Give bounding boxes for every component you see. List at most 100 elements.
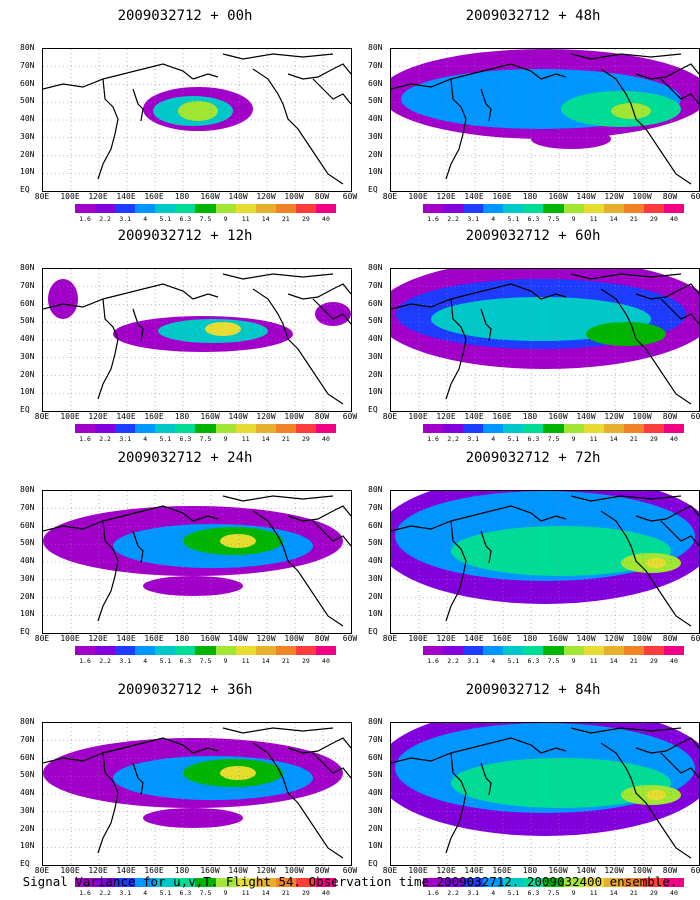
lon-label: 120W [256, 634, 276, 643]
colorbar-swatch [315, 424, 337, 433]
lat-label: 30N [368, 351, 383, 361]
colorbar-label: 5.1 [159, 889, 172, 897]
lon-label: 100E [60, 866, 80, 875]
colorbar-swatch [175, 424, 196, 433]
lat-label: 20N [368, 149, 383, 159]
colorbar-label: 21 [629, 435, 638, 443]
lat-label: 70N [20, 734, 35, 744]
colorbar-label: 5.1 [507, 215, 520, 223]
lon-label: 180 [174, 412, 190, 421]
colorbar-label: 2.2 [447, 215, 459, 223]
colorbar-label: 9 [571, 435, 576, 443]
colorbar-swatch [135, 204, 156, 213]
colorbar-label: 21 [629, 657, 638, 665]
colorbar-label: 2.2 [447, 889, 459, 897]
lon-label: 60W [342, 866, 358, 875]
colorbar-swatch [235, 646, 256, 655]
colorbar-swatch [295, 646, 316, 655]
lon-label: 80E [34, 634, 50, 643]
lat-label: 20N [20, 591, 35, 601]
colorbar-swatch [295, 424, 316, 433]
lon-label: 120W [256, 412, 276, 421]
colorbar-swatch [643, 878, 664, 887]
lat-label: 10N [368, 841, 383, 851]
lat-label: 70N [20, 60, 35, 70]
lon-label: 100E [408, 412, 428, 421]
lat-label: EQ [20, 405, 30, 414]
colorbar-label: 11 [589, 435, 598, 443]
variance-map [390, 722, 700, 866]
colorbar-label: 1.6 [79, 215, 91, 223]
colorbar-label: 9 [223, 215, 228, 223]
colorbar-label: 29 [301, 435, 310, 443]
colorbar [75, 646, 337, 655]
colorbar-swatch [195, 424, 216, 433]
variance-map [390, 48, 700, 192]
lat-label: EQ [368, 859, 378, 868]
colorbar-swatch [583, 646, 604, 655]
lon-label: 80W [314, 634, 330, 643]
colorbar-label: 3.1 [119, 215, 132, 223]
colorbar-label: 4 [491, 215, 496, 223]
lon-label: 160W [200, 192, 220, 201]
colorbar-label: 4 [491, 435, 496, 443]
lon-label: 160W [548, 634, 568, 643]
lat-label: 80N [368, 263, 383, 272]
colorbar-swatch [295, 204, 316, 213]
colorbar-label: 3.1 [119, 889, 132, 897]
colorbar-swatch [295, 878, 316, 887]
colorbar-label: 2.2 [447, 435, 459, 443]
lat-label: 20N [20, 369, 35, 379]
colorbar-label: 3.1 [467, 215, 480, 223]
lon-label: 120E [88, 866, 108, 875]
colorbar-label: 14 [609, 435, 618, 443]
lat-label: 30N [368, 131, 383, 141]
colorbar-label: 29 [649, 215, 658, 223]
lat-label: EQ [20, 859, 30, 868]
lon-label: 120E [436, 866, 456, 875]
colorbar-label: 7.5 [199, 435, 212, 443]
lon-label: 100E [60, 412, 80, 421]
colorbar-label: 29 [649, 657, 658, 665]
colorbar-label: 14 [261, 889, 270, 897]
lon-label: 140W [576, 192, 596, 201]
lat-label: 10N [20, 387, 35, 397]
colorbar-label: 11 [589, 215, 598, 223]
lat-label: 40N [20, 334, 35, 343]
colorbar-swatch [95, 646, 116, 655]
colorbar-swatch [195, 646, 216, 655]
colorbar [75, 878, 337, 887]
colorbar-swatch [215, 646, 236, 655]
colorbar-label: 4 [143, 657, 148, 665]
colorbar-label: 1.6 [427, 435, 439, 443]
variance-map [42, 268, 352, 412]
panel-title: 2009032712 + 84h [465, 682, 601, 698]
colorbar-label: 9 [223, 889, 228, 897]
lon-label: 80W [314, 192, 330, 201]
colorbar-label: 40 [670, 657, 678, 665]
colorbar-swatch [643, 424, 664, 433]
colorbar-swatch [483, 646, 504, 655]
colorbar-label: 7.5 [547, 435, 560, 443]
colorbar-swatch [663, 646, 685, 655]
lon-label: 120W [604, 866, 624, 875]
colorbar-swatch [175, 878, 196, 887]
colorbar-label: 2.2 [447, 657, 459, 665]
colorbar-swatch [235, 878, 256, 887]
variance-map [390, 268, 700, 412]
colorbar-label: 14 [261, 435, 270, 443]
colorbar-swatch [563, 204, 584, 213]
lat-label: 80N [20, 485, 35, 494]
lon-label: 180 [522, 634, 538, 643]
lat-label: 20N [368, 369, 383, 379]
lon-label: 60W [690, 192, 700, 201]
colorbar-swatch [275, 646, 296, 655]
forecast-panel: 2009032712 + 36h 80N 70N 60N 50N 40N 30N 20N 10N… [20, 682, 357, 897]
colorbar-label: 1.6 [79, 889, 91, 897]
lon-label: 180 [522, 412, 538, 421]
colorbar-label: 1.6 [427, 889, 439, 897]
lon-label: 140E [464, 634, 484, 643]
forecast-panel: 2009032712 + 24h 80N 70N 60N 50N 40N 30N 20N 10N… [20, 450, 357, 665]
panel-title: 2009032712 + 12h [117, 228, 253, 244]
colorbar-label: 14 [261, 657, 270, 665]
